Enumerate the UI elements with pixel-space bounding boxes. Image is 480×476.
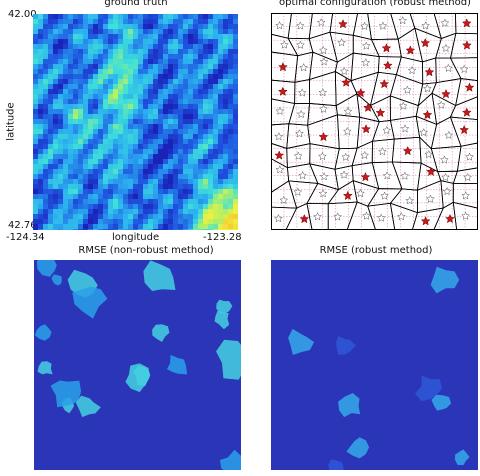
rmse-robust-title: RMSE (robust method) [319, 245, 433, 256]
configuration-markers [273, 15, 475, 226]
ground-truth-cells [33, 14, 238, 230]
rmse-non-robust-title: RMSE (non-robust method) [78, 245, 214, 256]
x-tick-right: -123.28 [203, 232, 242, 243]
x-axis-label: longitude [112, 232, 160, 243]
configuration-cells [271, 13, 478, 230]
rmse-blobs [34, 260, 241, 470]
rmse-non-robust-heatmap [34, 260, 241, 470]
ground-truth-heatmap [33, 14, 238, 230]
y-tick-bottom: 42.76 [8, 220, 37, 231]
ground-truth-title: ground truth [104, 0, 168, 8]
optimal-configuration-title: optimal configuration (robust method) [279, 0, 471, 8]
x-tick-left: -124.34 [6, 232, 45, 243]
rmse-background [271, 260, 478, 470]
rmse-blobs [288, 266, 470, 470]
rmse-robust-heatmap [271, 260, 478, 470]
y-axis-label: latitude [5, 102, 17, 141]
y-tick-top: 42.00 [8, 9, 37, 20]
optimal-configuration-plot [271, 13, 478, 230]
